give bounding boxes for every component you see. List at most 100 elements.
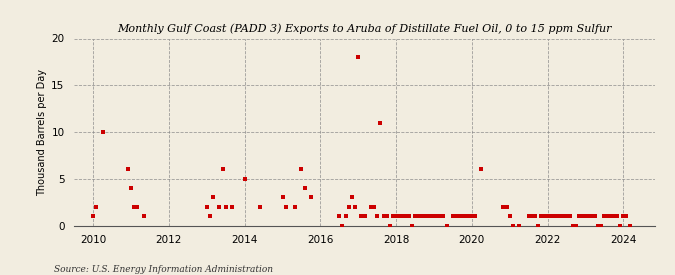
Point	[558, 214, 569, 218]
Point	[561, 214, 572, 218]
Point	[587, 214, 597, 218]
Point	[227, 205, 238, 209]
Point	[568, 223, 578, 228]
Point	[88, 214, 99, 218]
Point	[280, 205, 291, 209]
Point	[334, 214, 345, 218]
Point	[369, 205, 379, 209]
Point	[432, 214, 443, 218]
Point	[97, 130, 108, 134]
Point	[476, 167, 487, 172]
Point	[394, 214, 404, 218]
Point	[593, 223, 603, 228]
Point	[306, 195, 317, 200]
Point	[498, 205, 509, 209]
Point	[457, 214, 468, 218]
Point	[526, 214, 537, 218]
Point	[346, 195, 357, 200]
Point	[577, 214, 588, 218]
Point	[466, 214, 477, 218]
Text: Source: U.S. Energy Information Administration: Source: U.S. Energy Information Administ…	[54, 265, 273, 274]
Point	[615, 223, 626, 228]
Point	[448, 214, 458, 218]
Point	[239, 177, 250, 181]
Point	[441, 223, 452, 228]
Point	[384, 223, 395, 228]
Point	[220, 205, 231, 209]
Point	[504, 214, 515, 218]
Point	[605, 214, 616, 218]
Point	[454, 214, 464, 218]
Point	[217, 167, 228, 172]
Point	[416, 214, 427, 218]
Point	[201, 205, 212, 209]
Point	[564, 214, 575, 218]
Point	[375, 120, 385, 125]
Point	[602, 214, 613, 218]
Point	[290, 205, 300, 209]
Point	[539, 214, 550, 218]
Point	[132, 205, 143, 209]
Point	[397, 214, 408, 218]
Point	[138, 214, 149, 218]
Point	[570, 223, 581, 228]
Point	[423, 214, 433, 218]
Point	[618, 214, 628, 218]
Point	[429, 214, 439, 218]
Point	[514, 223, 524, 228]
Point	[214, 205, 225, 209]
Point	[404, 214, 414, 218]
Point	[599, 214, 610, 218]
Point	[372, 214, 383, 218]
Point	[126, 186, 136, 190]
Point	[621, 214, 632, 218]
Point	[533, 223, 543, 228]
Point	[353, 55, 364, 59]
Point	[208, 195, 219, 200]
Point	[583, 214, 594, 218]
Point	[406, 223, 417, 228]
Point	[344, 205, 354, 209]
Point	[508, 223, 518, 228]
Point	[255, 205, 266, 209]
Point	[296, 167, 307, 172]
Point	[356, 214, 367, 218]
Point	[277, 195, 288, 200]
Point	[378, 214, 389, 218]
Point	[425, 214, 436, 218]
Point	[589, 214, 600, 218]
Point	[551, 214, 562, 218]
Point	[359, 214, 370, 218]
Point	[299, 186, 310, 190]
Point	[451, 214, 462, 218]
Point	[337, 223, 348, 228]
Point	[410, 214, 421, 218]
Point	[122, 167, 133, 172]
Point	[400, 214, 411, 218]
Point	[574, 214, 585, 218]
Point	[438, 214, 449, 218]
Y-axis label: Thousand Barrels per Day: Thousand Barrels per Day	[37, 68, 47, 196]
Point	[435, 214, 446, 218]
Point	[555, 214, 566, 218]
Point	[91, 205, 102, 209]
Point	[391, 214, 402, 218]
Point	[463, 214, 474, 218]
Point	[129, 205, 140, 209]
Title: Monthly Gulf Coast (PADD 3) Exports to Aruba of Distillate Fuel Oil, 0 to 15 ppm: Monthly Gulf Coast (PADD 3) Exports to A…	[117, 23, 612, 34]
Point	[542, 214, 553, 218]
Point	[460, 214, 471, 218]
Point	[350, 205, 360, 209]
Point	[596, 223, 607, 228]
Point	[501, 205, 512, 209]
Point	[624, 223, 635, 228]
Point	[365, 205, 376, 209]
Point	[608, 214, 619, 218]
Point	[340, 214, 351, 218]
Point	[205, 214, 215, 218]
Point	[470, 214, 481, 218]
Point	[523, 214, 534, 218]
Point	[530, 214, 541, 218]
Point	[580, 214, 591, 218]
Point	[549, 214, 560, 218]
